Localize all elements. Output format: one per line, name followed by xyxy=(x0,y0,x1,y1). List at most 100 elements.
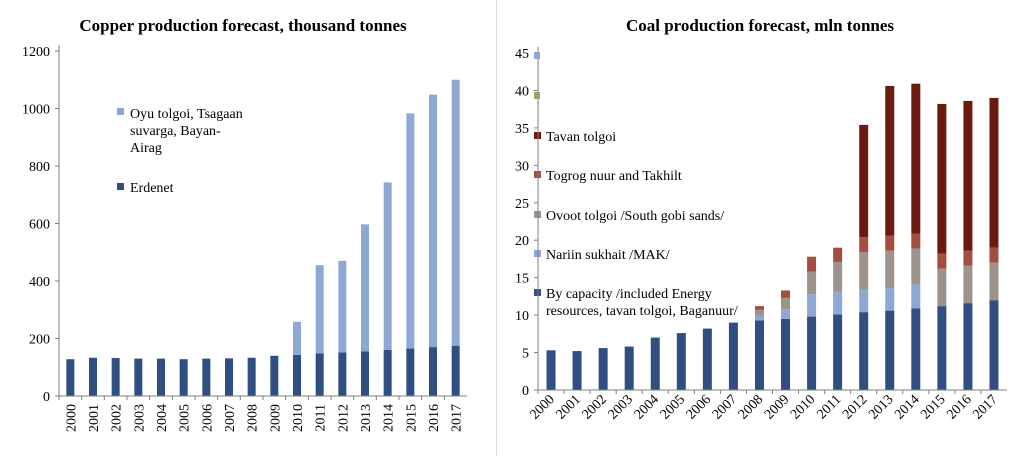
copper-bar-erdenet-2004 xyxy=(157,358,165,396)
coal-bar-by-capacity-included-ene-2009 xyxy=(781,318,791,390)
coal-x-tick-label: 2003 xyxy=(606,392,636,422)
coal-bar-by-capacity-included-ene-2017 xyxy=(989,300,999,390)
coal-bar-ovoot-tolgoi-south-gobi--2015 xyxy=(937,268,947,307)
copper-bar-erdenet-2003 xyxy=(134,358,143,396)
legend-marker-oyu-tolgoi-tsagaan-suvar xyxy=(117,108,124,115)
copper-bar-oyu-tolgoi-tsagaan-suvar-2015 xyxy=(406,113,415,349)
coal-x-tick-label: 2016 xyxy=(944,392,974,422)
coal-x-tick-label: 2013 xyxy=(866,392,896,422)
coal-bar-by-capacity-included-ene-2012 xyxy=(859,312,869,390)
coal-y-tick-label: 20 xyxy=(515,234,529,249)
copper-x-tick-label: 2004 xyxy=(155,404,170,432)
coal-bar-ovoot-tolgoi-south-gobi--2008 xyxy=(754,309,764,316)
coal-y-tick-label: 15 xyxy=(515,272,529,287)
coal-bar-togrog-nuur-and-takhilt-2008 xyxy=(754,306,764,310)
copper-chart: Copper production forecast, thousand ton… xyxy=(22,16,467,432)
coal-y-tick-label: 45 xyxy=(515,47,529,62)
copper-x-tick-label: 2013 xyxy=(359,404,374,432)
copper-x-tick-label: 2005 xyxy=(178,404,193,432)
legend-label-togrog-nuur-and-takhilt: Togrog nuur and Takhilt xyxy=(546,169,682,184)
coal-bar-ovoot-tolgoi-south-gobi--2014 xyxy=(911,248,921,285)
coal-stray-marker-blue xyxy=(534,52,540,59)
coal-bar-tavan-tolgoi-2014 xyxy=(911,83,921,234)
copper-x-tick-label: 2000 xyxy=(64,404,79,432)
coal-bar-by-capacity-included-ene-2011 xyxy=(833,314,843,390)
coal-x-tick-label: 2007 xyxy=(710,392,740,422)
coal-x-tick-label: 2006 xyxy=(684,392,714,422)
coal-bar-togrog-nuur-and-takhilt-2015 xyxy=(937,253,947,269)
copper-bar-erdenet-2010 xyxy=(293,354,301,396)
coal-bar-ovoot-tolgoi-south-gobi--2011 xyxy=(833,261,843,292)
coal-bar-nariin-sukhait-mak-2010 xyxy=(807,294,817,317)
coal-bar-nariin-sukhait-mak-2014 xyxy=(911,284,921,309)
copper-bar-erdenet-2011 xyxy=(315,353,324,396)
copper-y-tick-label: 200 xyxy=(29,333,50,348)
coal-x-tick-label: 2015 xyxy=(918,392,948,422)
coal-bar-tavan-tolgoi-2016 xyxy=(963,100,973,251)
copper-bar-oyu-tolgoi-tsagaan-suvar-2011 xyxy=(315,265,324,354)
coal-bar-nariin-sukhait-mak-2013 xyxy=(885,288,895,311)
copper-x-tick-label: 2002 xyxy=(110,404,125,432)
coal-bar-togrog-nuur-and-takhilt-2017 xyxy=(989,247,999,263)
copper-bar-erdenet-2009 xyxy=(270,355,279,396)
copper-bar-erdenet-2006 xyxy=(202,358,211,396)
coal-bar-nariin-sukhait-mak-2009 xyxy=(781,309,791,319)
coal-bar-by-capacity-included-ene-2000 xyxy=(546,350,556,390)
coal-x-tick-label: 2011 xyxy=(814,392,844,422)
copper-bar-erdenet-2015 xyxy=(406,348,415,396)
coal-y-tick-label: 35 xyxy=(515,122,529,137)
copper-bar-oyu-tolgoi-tsagaan-suvar-2016 xyxy=(429,94,437,348)
coal-y-tick-label: 30 xyxy=(515,159,529,174)
copper-x-tick-label: 2016 xyxy=(427,404,442,432)
coal-x-tick-label: 2009 xyxy=(762,392,792,422)
legend-label-nariin-sukhait-mak: Nariin sukhait /MAK/ xyxy=(546,248,670,263)
coal-y-tick-label: 10 xyxy=(515,309,529,324)
legend-marker-erdenet xyxy=(117,183,124,190)
coal-x-tick-label: 2004 xyxy=(632,392,662,422)
coal-x-tick-label: 2005 xyxy=(658,392,688,422)
coal-bar-nariin-sukhait-mak-2008 xyxy=(754,315,764,321)
copper-y-tick-label: 1000 xyxy=(22,103,50,118)
copper-x-tick-label: 2014 xyxy=(382,404,397,432)
coal-bar-by-capacity-included-ene-2016 xyxy=(963,303,973,390)
coal-x-tick-label: 2001 xyxy=(554,392,584,422)
copper-bar-erdenet-2000 xyxy=(66,359,75,396)
coal-x-tick-label: 2000 xyxy=(527,392,557,422)
legend-label-ovoot-tolgoi-south-gobi-: Ovoot tolgoi /South gobi sands/ xyxy=(546,209,724,224)
copper-bar-erdenet-2007 xyxy=(225,358,233,396)
coal-bar-ovoot-tolgoi-south-gobi--2010 xyxy=(807,271,817,295)
copper-y-tick-label: 1200 xyxy=(22,45,50,60)
coal-bar-by-capacity-included-ene-2014 xyxy=(911,308,921,390)
coal-y-tick-label: 25 xyxy=(515,197,529,212)
copper-bar-erdenet-2012 xyxy=(338,352,347,396)
coal-stray-marker-olive xyxy=(534,92,540,99)
coal-bar-ovoot-tolgoi-south-gobi--2013 xyxy=(885,250,895,289)
coal-bar-by-capacity-included-ene-2010 xyxy=(807,316,817,390)
legend-label-erdenet: Erdenet xyxy=(130,181,174,196)
coal-y-tick-label: 40 xyxy=(515,84,529,99)
copper-bar-erdenet-2008 xyxy=(247,357,256,396)
copper-bar-erdenet-2001 xyxy=(89,357,97,396)
copper-bar-oyu-tolgoi-tsagaan-suvar-2012 xyxy=(338,260,347,353)
coal-x-tick-label: 2017 xyxy=(970,392,1000,422)
coal-bar-togrog-nuur-and-takhilt-2009 xyxy=(781,290,791,298)
coal-bar-togrog-nuur-and-takhilt-2010 xyxy=(807,256,817,272)
coal-bar-by-capacity-included-ene-2006 xyxy=(702,328,712,390)
coal-bar-by-capacity-included-ene-2004 xyxy=(650,337,660,390)
coal-chart-title: Coal production forecast, mln tonnes xyxy=(626,16,894,35)
coal-bar-by-capacity-included-ene-2007 xyxy=(728,322,738,390)
copper-bar-erdenet-2005 xyxy=(179,359,188,396)
coal-bar-togrog-nuur-and-takhilt-2012 xyxy=(859,237,869,253)
coal-x-tick-label: 2012 xyxy=(840,392,870,422)
copper-y-tick-label: 400 xyxy=(29,275,50,290)
copper-bar-erdenet-2013 xyxy=(361,351,369,396)
copper-x-tick-label: 2008 xyxy=(246,404,261,432)
coal-bar-ovoot-tolgoi-south-gobi--2009 xyxy=(781,297,791,310)
coal-chart: Coal production forecast, mln tonnes 0 5 1… xyxy=(515,16,1007,423)
chart-divider xyxy=(496,0,497,456)
copper-bar-oyu-tolgoi-tsagaan-suvar-2014 xyxy=(383,182,392,350)
coal-bar-togrog-nuur-and-takhilt-2013 xyxy=(885,235,895,251)
coal-bar-nariin-sukhait-mak-2012 xyxy=(859,289,869,313)
coal-bar-by-capacity-included-ene-2015 xyxy=(937,306,947,390)
copper-y-tick-label: 800 xyxy=(29,160,50,175)
